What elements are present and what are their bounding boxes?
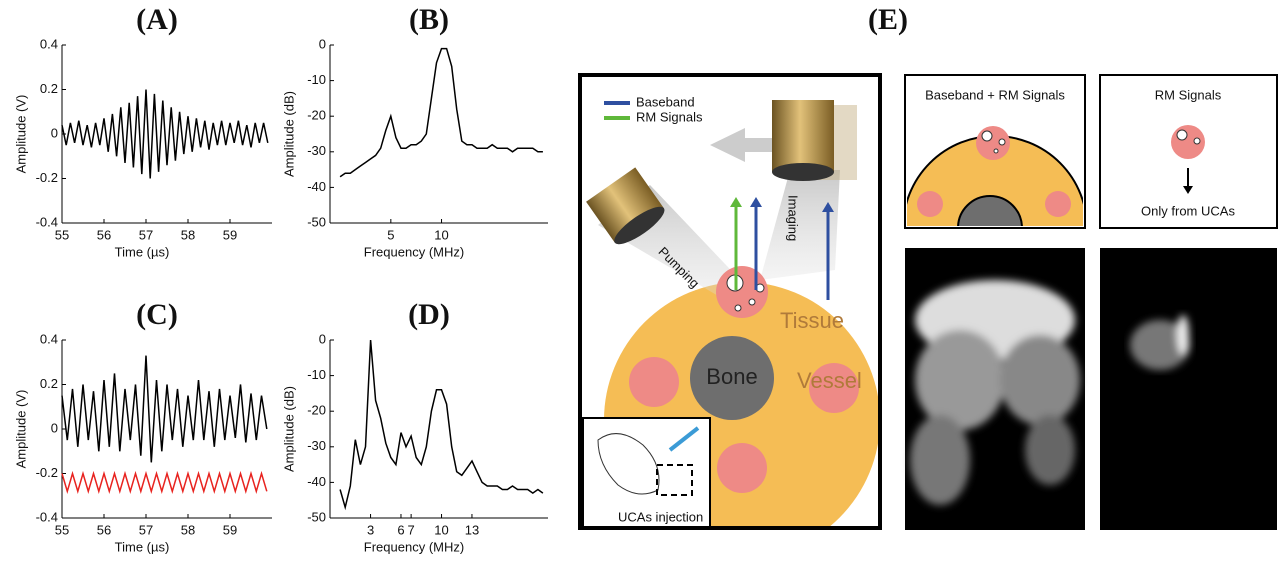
panel-label: Only from UCAs	[1141, 203, 1235, 218]
panel-title: (B)	[409, 3, 449, 36]
bubble	[1194, 138, 1200, 144]
signal-line	[340, 49, 543, 177]
region-label: Tissue	[780, 308, 844, 333]
y-tick-label: -20	[307, 403, 326, 418]
x-tick-label: 10	[434, 227, 448, 242]
y-tick-label: -50	[307, 214, 326, 229]
y-axis-label: Amplitude (dB)	[281, 91, 296, 177]
vessel	[629, 357, 679, 407]
y-tick-label: 0.2	[40, 376, 58, 391]
y-tick-label: 0.4	[40, 331, 58, 346]
x-tick-label: 6	[397, 522, 404, 537]
panel-title: (A)	[136, 3, 178, 36]
image-rm	[1100, 248, 1277, 530]
inset-label: UCAs injection	[618, 509, 703, 524]
beam-label: Imaging	[786, 195, 801, 241]
x-tick-label: 5	[387, 227, 394, 242]
bubble	[749, 299, 755, 305]
y-axis-label: Amplitude (V)	[13, 95, 28, 174]
x-axis-label: Frequency (MHz)	[364, 244, 464, 259]
arrow-head	[1183, 186, 1193, 194]
x-tick-label: 57	[139, 227, 153, 242]
imaging-face	[772, 163, 834, 181]
region-label: Vessel	[797, 368, 862, 393]
x-tick-label: 56	[97, 227, 111, 242]
x-tick-label: 13	[465, 522, 479, 537]
panel-title: (C)	[136, 298, 178, 331]
x-tick-label: 57	[139, 522, 153, 537]
x-tick-label: 3	[367, 522, 374, 537]
panel-label: Baseband + RM Signals	[925, 87, 1065, 102]
panel-label: RM Signals	[1155, 87, 1222, 102]
y-tick-label: -0.2	[36, 170, 58, 185]
y-tick-label: -40	[307, 474, 326, 489]
y-tick-label: -10	[307, 72, 326, 87]
panel-title: (D)	[408, 298, 450, 331]
y-tick-label: -30	[307, 143, 326, 158]
y-axis-label: Amplitude (dB)	[281, 386, 296, 472]
x-tick-label: 58	[181, 522, 195, 537]
y-tick-label: 0.2	[40, 81, 58, 96]
x-axis-label: Time (µs)	[115, 539, 170, 554]
x-axis-label: Frequency (MHz)	[364, 539, 464, 554]
signal-line	[62, 90, 268, 179]
vessel	[717, 443, 767, 493]
x-tick-label: 55	[55, 227, 69, 242]
y-tick-label: -0.2	[36, 465, 58, 480]
y-tick-label: 0	[51, 420, 58, 435]
y-tick-label: 0.4	[40, 36, 58, 51]
y-tick-label: 0	[319, 331, 326, 346]
legend-label: Baseband	[636, 94, 695, 109]
panel-title: (E)	[868, 3, 908, 36]
y-tick-label: -20	[307, 108, 326, 123]
bubble	[735, 305, 741, 311]
y-tick-label: 0	[51, 125, 58, 140]
y-tick-label: -30	[307, 438, 326, 453]
signal-line	[62, 474, 267, 492]
y-tick-label: -50	[307, 509, 326, 524]
x-tick-label: 10	[434, 522, 448, 537]
x-tick-label: 7	[407, 522, 414, 537]
signal-line	[340, 340, 543, 507]
imaging-transducer	[772, 100, 834, 172]
legend-label: RM Signals	[636, 109, 703, 124]
x-tick-label: 59	[223, 227, 237, 242]
signal-line	[62, 356, 267, 463]
bubble	[1177, 130, 1187, 140]
y-tick-label: 0	[319, 36, 326, 51]
x-tick-label: 55	[55, 522, 69, 537]
x-tick-label: 59	[223, 522, 237, 537]
x-axis-label: Time (µs)	[115, 244, 170, 259]
y-axis-label: Amplitude (V)	[13, 390, 28, 469]
y-tick-label: -10	[307, 367, 326, 382]
region-label: Bone	[706, 364, 757, 389]
figure: (E) UCAs injection BasebandRM Si	[0, 0, 1279, 565]
x-tick-label: 56	[97, 522, 111, 537]
x-tick-label: 58	[181, 227, 195, 242]
y-tick-label: -40	[307, 179, 326, 194]
